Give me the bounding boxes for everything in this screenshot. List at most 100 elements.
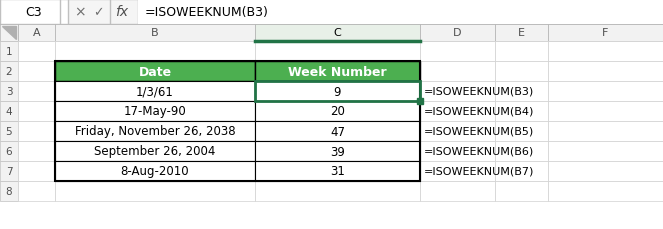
- Bar: [495, 121, 548, 141]
- Polygon shape: [2, 27, 16, 40]
- Bar: [18, 161, 55, 181]
- Bar: [255, 141, 420, 161]
- Bar: [495, 82, 548, 101]
- Text: 3: 3: [6, 87, 13, 97]
- Bar: [55, 121, 255, 141]
- Bar: [255, 62, 420, 82]
- Bar: [0, 82, 18, 101]
- Bar: [255, 82, 420, 101]
- Text: 31: 31: [330, 165, 345, 178]
- Bar: [495, 101, 548, 121]
- Text: 1/3/61: 1/3/61: [136, 85, 174, 98]
- Text: D: D: [453, 28, 461, 38]
- Text: =ISOWEEKNUM(B3): =ISOWEEKNUM(B3): [424, 87, 534, 97]
- Bar: [0, 181, 18, 201]
- Text: C3: C3: [26, 6, 42, 19]
- Bar: [0, 42, 18, 62]
- Text: 5: 5: [6, 126, 13, 136]
- Text: 17-May-90: 17-May-90: [123, 105, 186, 118]
- Bar: [18, 25, 55, 42]
- Bar: [420, 141, 495, 161]
- Bar: [55, 161, 255, 181]
- Bar: [55, 62, 255, 82]
- Bar: [420, 25, 495, 42]
- Bar: [255, 82, 420, 101]
- Bar: [0, 121, 18, 141]
- Text: C: C: [333, 28, 341, 38]
- Bar: [55, 82, 255, 101]
- Bar: [0, 0, 68, 25]
- Bar: [420, 42, 495, 62]
- Bar: [420, 161, 495, 181]
- Bar: [255, 121, 420, 141]
- Bar: [548, 42, 663, 62]
- Bar: [255, 141, 420, 161]
- Bar: [0, 62, 18, 82]
- Text: =ISOWEEKNUM(B4): =ISOWEEKNUM(B4): [424, 106, 534, 117]
- Bar: [255, 121, 420, 141]
- Text: 2: 2: [6, 67, 13, 77]
- Bar: [55, 25, 255, 42]
- Bar: [255, 161, 420, 181]
- Bar: [548, 101, 663, 121]
- Bar: [0, 25, 18, 42]
- Text: =ISOWEEKNUM(B3): =ISOWEEKNUM(B3): [145, 6, 269, 19]
- Bar: [0, 141, 18, 161]
- Bar: [138, 0, 663, 25]
- Text: 20: 20: [330, 105, 345, 118]
- Bar: [495, 62, 548, 82]
- Bar: [548, 82, 663, 101]
- Text: Week Number: Week Number: [288, 65, 387, 78]
- Text: B: B: [151, 28, 159, 38]
- Bar: [18, 42, 55, 62]
- Text: fx: fx: [115, 5, 129, 19]
- Bar: [548, 25, 663, 42]
- Text: =ISOWEEKNUM(B5): =ISOWEEKNUM(B5): [424, 126, 534, 136]
- Bar: [255, 62, 420, 82]
- Text: =ISOWEEKNUM(B6): =ISOWEEKNUM(B6): [424, 146, 534, 156]
- Bar: [548, 181, 663, 201]
- Bar: [55, 42, 255, 62]
- Bar: [55, 101, 255, 121]
- Bar: [0, 101, 18, 121]
- Bar: [420, 121, 495, 141]
- Bar: [55, 101, 255, 121]
- Text: September 26, 2004: September 26, 2004: [94, 145, 215, 158]
- Bar: [255, 25, 420, 42]
- Bar: [55, 62, 420, 181]
- Bar: [548, 121, 663, 141]
- Text: =ISOWEEKNUM(B7): =ISOWEEKNUM(B7): [424, 166, 534, 176]
- Bar: [420, 82, 495, 101]
- Bar: [18, 82, 55, 101]
- Text: E: E: [518, 28, 525, 38]
- Bar: [548, 161, 663, 181]
- Bar: [18, 101, 55, 121]
- Text: Date: Date: [139, 65, 172, 78]
- Text: ✓: ✓: [93, 6, 103, 19]
- Bar: [0, 0, 663, 25]
- Text: 39: 39: [330, 145, 345, 158]
- Bar: [495, 42, 548, 62]
- Bar: [420, 62, 495, 82]
- Bar: [495, 161, 548, 181]
- Bar: [18, 121, 55, 141]
- Bar: [420, 181, 495, 201]
- Text: ×: ×: [74, 5, 86, 19]
- Bar: [255, 161, 420, 181]
- Bar: [255, 42, 420, 62]
- Text: 8: 8: [6, 186, 13, 196]
- Bar: [420, 101, 495, 121]
- Text: 9: 9: [333, 85, 341, 98]
- Bar: [55, 141, 255, 161]
- Bar: [55, 141, 255, 161]
- Bar: [548, 62, 663, 82]
- Bar: [55, 181, 255, 201]
- Bar: [255, 82, 420, 101]
- Bar: [18, 141, 55, 161]
- Text: Friday, November 26, 2038: Friday, November 26, 2038: [75, 125, 235, 138]
- Bar: [18, 62, 55, 82]
- Text: A: A: [32, 28, 40, 38]
- Bar: [55, 82, 255, 101]
- Text: 8-Aug-2010: 8-Aug-2010: [121, 165, 190, 178]
- Text: 4: 4: [6, 106, 13, 117]
